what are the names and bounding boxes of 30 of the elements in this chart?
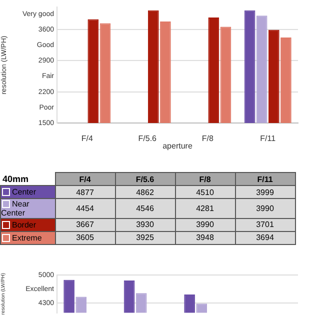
legend-title: 40mm <box>2 172 30 186</box>
text: 3701 <box>256 220 274 230</box>
legend-label: Extreme <box>12 233 42 242</box>
x-tick-label: F/4 <box>81 134 94 144</box>
text: 3990 <box>196 220 214 230</box>
data-label: 4546 <box>115 198 175 218</box>
x-tick-label: F/11 <box>260 134 276 144</box>
text: 3925 <box>136 233 154 242</box>
text: 3948 <box>196 233 214 242</box>
text: 3930 <box>136 220 154 230</box>
x-tick-label: F/5.6 <box>138 134 158 144</box>
text: 3999 <box>256 188 274 196</box>
legend-label: Near Center <box>1 199 30 218</box>
category-label: F/8 <box>199 174 211 184</box>
category-label: F/4 <box>79 174 91 184</box>
data-label: 4281 <box>175 198 235 218</box>
data-label: 4877 <box>55 186 115 198</box>
data-label: 4862 <box>115 186 175 198</box>
x-tick-label: F/8 <box>202 134 214 144</box>
text: 3990 <box>256 204 274 213</box>
legend-label: Center <box>12 188 36 197</box>
legend-label: Border <box>12 220 36 230</box>
x-axis-title: aperture <box>162 141 193 150</box>
category-label: F/11 <box>257 174 273 184</box>
text: 3667 <box>76 220 94 230</box>
text: 3694 <box>256 233 274 242</box>
data-label: 4510 <box>175 186 235 198</box>
text: 3605 <box>76 233 94 242</box>
data-label: 4454 <box>55 198 115 218</box>
category-label: F/5.6 <box>136 174 154 184</box>
